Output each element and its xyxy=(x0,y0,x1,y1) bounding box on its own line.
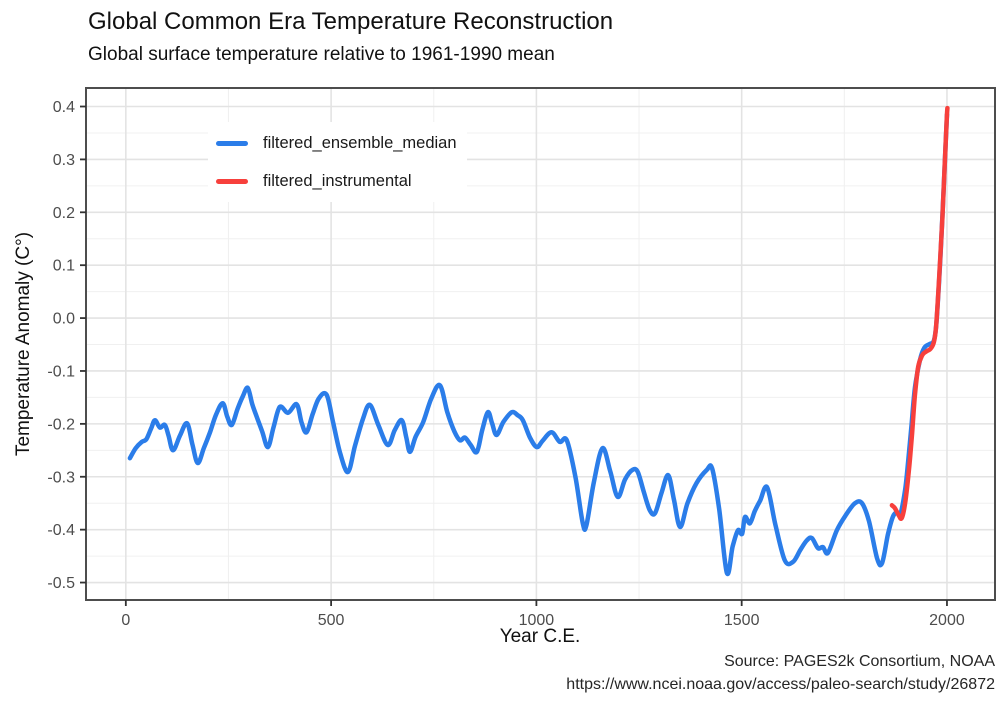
y-axis-title: Temperature Anomaly (C°) xyxy=(13,231,34,457)
y-tick-label: -0.2 xyxy=(47,416,75,433)
chart-subtitle: Global surface temperature relative to 1… xyxy=(88,44,555,65)
x-tick-label: 0 xyxy=(121,612,130,629)
x-tick-label: 1500 xyxy=(724,612,760,629)
x-axis-title: Year C.E. xyxy=(499,626,581,647)
y-tick-label: 0.4 xyxy=(53,99,75,116)
x-tick-label: 2000 xyxy=(929,612,965,629)
legend-key-line-blue xyxy=(216,140,248,146)
legend: filtered_ensemble_median filtered_instru… xyxy=(208,122,467,202)
x-tick-label: 1000 xyxy=(519,612,555,629)
legend-item-instrumental: filtered_instrumental xyxy=(216,162,457,200)
caption-url: https://www.ncei.noaa.gov/access/paleo-s… xyxy=(566,676,995,693)
series-line-filtered_ensemble_median xyxy=(127,112,950,577)
legend-key-line-red xyxy=(216,178,248,184)
panel-border xyxy=(85,87,996,601)
legend-item-ensemble-median: filtered_ensemble_median xyxy=(216,124,457,162)
y-tick-label: 0.1 xyxy=(53,258,75,275)
y-tick-label: 0.2 xyxy=(53,205,75,222)
chart-title: Global Common Era Temperature Reconstruc… xyxy=(88,8,614,35)
y-tick-label: -0.1 xyxy=(47,363,75,380)
caption-source: Source: PAGES2k Consortium, NOAA xyxy=(724,653,995,670)
x-tick-label: 500 xyxy=(318,612,345,629)
y-tick-label: 0.0 xyxy=(53,311,75,328)
y-tick-label: -0.4 xyxy=(47,522,75,539)
series-line-filtered_instrumental xyxy=(889,105,950,522)
legend-label-instrumental: filtered_instrumental xyxy=(263,171,412,190)
y-tick-label: -0.5 xyxy=(47,575,75,592)
legend-label-ensemble-median: filtered_ensemble_median xyxy=(263,133,457,152)
y-tick-label: 0.3 xyxy=(53,152,75,169)
y-tick-label: -0.3 xyxy=(47,469,75,486)
